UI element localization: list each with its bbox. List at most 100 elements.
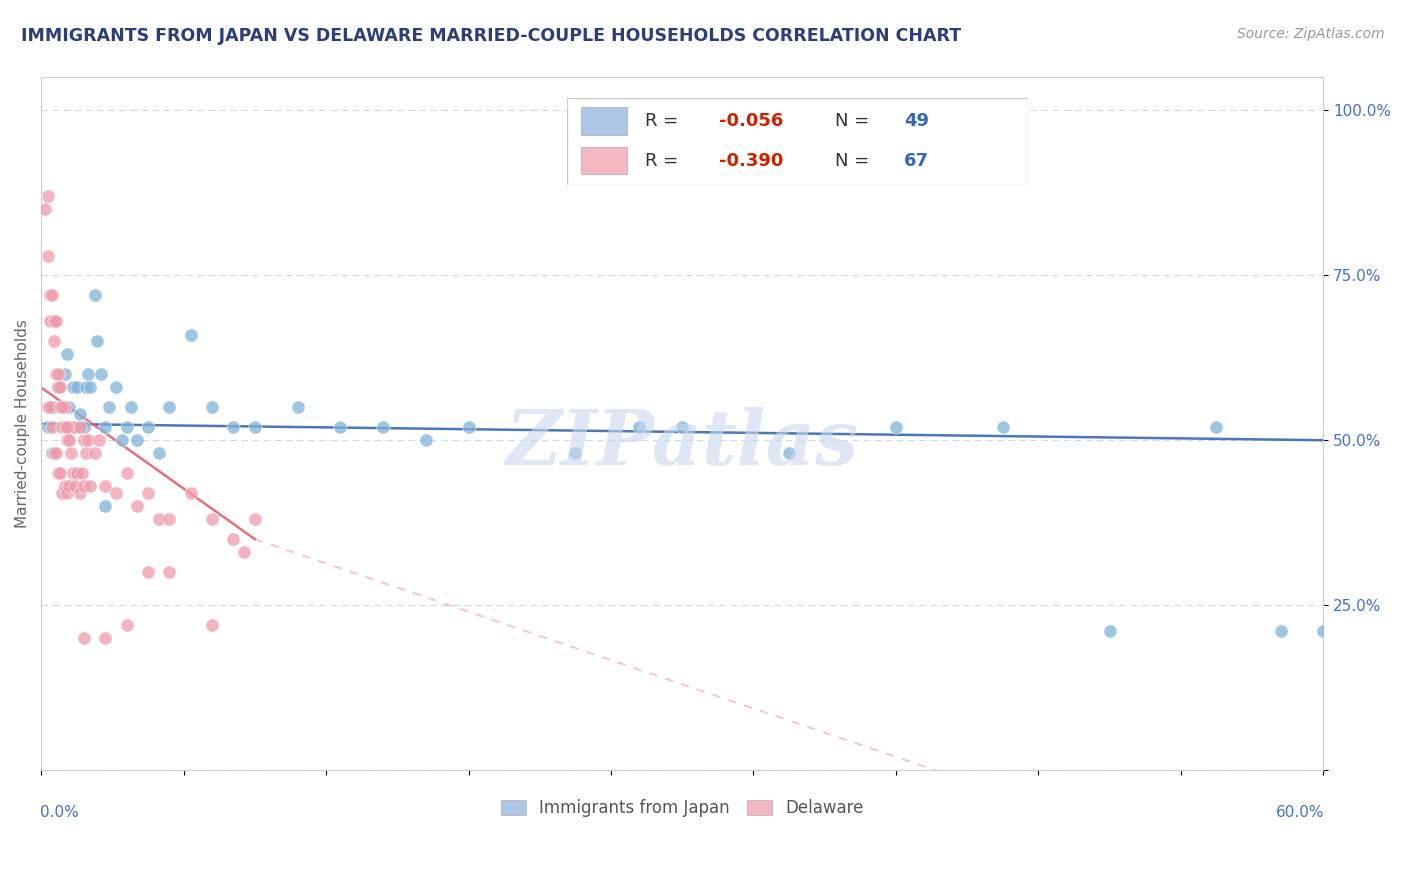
Point — [66, 380, 89, 394]
Point — [136, 565, 159, 579]
Point — [49, 466, 72, 480]
Point — [65, 479, 87, 493]
Point — [51, 486, 73, 500]
Point — [34, 202, 56, 217]
Point — [65, 420, 87, 434]
Point — [49, 401, 72, 415]
Point — [136, 420, 159, 434]
Point — [42, 334, 65, 349]
Point — [243, 512, 266, 526]
Point — [104, 380, 127, 394]
Point — [73, 631, 96, 645]
Text: 0.0%: 0.0% — [39, 805, 79, 820]
Point — [41, 288, 63, 302]
Point — [60, 446, 83, 460]
Point — [991, 420, 1014, 434]
Point — [41, 420, 63, 434]
Point — [62, 420, 84, 434]
Point — [49, 380, 72, 394]
Point — [66, 466, 89, 480]
Point — [115, 466, 138, 480]
Point — [287, 401, 309, 415]
Point — [51, 401, 73, 415]
Point — [75, 446, 97, 460]
Point — [75, 380, 97, 394]
Point — [51, 420, 73, 434]
Point — [45, 314, 67, 328]
Point — [42, 314, 65, 328]
Point — [104, 486, 127, 500]
Point — [180, 486, 202, 500]
Point — [157, 401, 180, 415]
Point — [457, 420, 479, 434]
Point — [37, 420, 59, 434]
Point — [37, 189, 59, 203]
Point — [70, 466, 93, 480]
Point — [69, 420, 91, 434]
Text: ZIPatlas: ZIPatlas — [506, 408, 859, 482]
Point — [53, 420, 76, 434]
Point — [201, 512, 224, 526]
Point — [65, 420, 87, 434]
Point — [148, 512, 170, 526]
Point — [94, 631, 117, 645]
Text: 60.0%: 60.0% — [1277, 805, 1324, 820]
Point — [87, 434, 110, 448]
Point — [157, 565, 180, 579]
Point — [45, 446, 67, 460]
Point — [73, 434, 96, 448]
Point — [180, 327, 202, 342]
Point — [371, 420, 394, 434]
Point — [127, 499, 149, 513]
Point — [120, 401, 142, 415]
Legend: Immigrants from Japan, Delaware: Immigrants from Japan, Delaware — [495, 793, 870, 824]
Point — [83, 446, 105, 460]
Point — [55, 486, 77, 500]
Y-axis label: Married-couple Households: Married-couple Households — [15, 319, 30, 528]
Point — [55, 347, 77, 361]
Point — [90, 368, 112, 382]
Point — [37, 248, 59, 262]
Point — [201, 618, 224, 632]
Point — [51, 420, 73, 434]
Point — [1205, 420, 1227, 434]
Point — [628, 420, 651, 434]
Point — [1098, 624, 1121, 639]
Point — [53, 401, 76, 415]
Point — [42, 446, 65, 460]
Point — [94, 420, 117, 434]
Point — [94, 479, 117, 493]
Point — [73, 420, 96, 434]
Text: IMMIGRANTS FROM JAPAN VS DELAWARE MARRIED-COUPLE HOUSEHOLDS CORRELATION CHART: IMMIGRANTS FROM JAPAN VS DELAWARE MARRIE… — [21, 27, 962, 45]
Point — [201, 401, 224, 415]
Point — [41, 446, 63, 460]
Point — [62, 466, 84, 480]
Point — [38, 288, 60, 302]
Point — [69, 407, 91, 421]
Point — [111, 434, 134, 448]
Point — [58, 434, 80, 448]
Point — [222, 420, 245, 434]
Point — [136, 486, 159, 500]
Point — [564, 446, 586, 460]
Point — [83, 288, 105, 302]
Point — [415, 434, 437, 448]
Point — [46, 380, 69, 394]
Point — [46, 368, 69, 382]
Point — [79, 479, 101, 493]
Point — [38, 401, 60, 415]
Point — [243, 420, 266, 434]
Point — [127, 434, 149, 448]
Point — [222, 532, 245, 546]
Point — [778, 446, 800, 460]
Point — [233, 545, 256, 559]
Point — [148, 446, 170, 460]
Point — [38, 314, 60, 328]
Text: Source: ZipAtlas.com: Source: ZipAtlas.com — [1237, 27, 1385, 41]
Point — [55, 434, 77, 448]
Point — [671, 420, 693, 434]
Point — [45, 368, 67, 382]
Point — [79, 380, 101, 394]
Point — [62, 380, 84, 394]
Point — [55, 420, 77, 434]
